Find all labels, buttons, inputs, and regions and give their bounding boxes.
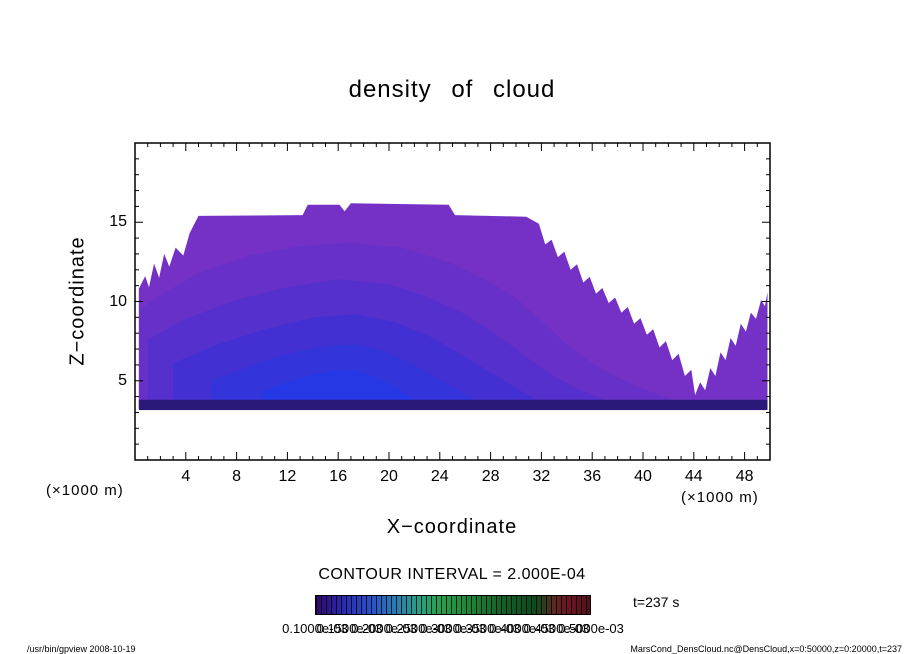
x-tick-label: 24	[430, 468, 449, 485]
colorbar-tick-label: 0.2500e-03	[385, 621, 452, 636]
z-tick-label: 5	[118, 371, 127, 389]
cloud-base-stripe	[138, 399, 768, 411]
colorbar-tick-label: 0.1500e-03	[316, 621, 383, 636]
z-tick-label: 15	[109, 213, 127, 231]
x-tick-label: 48	[735, 468, 754, 485]
x-tick-label: 8	[232, 468, 242, 485]
x-tick-label: 20	[380, 468, 398, 485]
contour-interval-text: CONTOUR INTERVAL = 2.000E-04	[318, 566, 586, 583]
footer-command-path: /usr/bin/gpview 2008-10-19	[27, 644, 136, 654]
colorbar	[315, 595, 591, 615]
contour-level-5	[262, 369, 419, 408]
x-tick-label: 36	[583, 468, 602, 485]
x-unit-right: (×1000 m)	[681, 489, 759, 506]
x-axis-label: X−coordinate	[386, 516, 518, 538]
colorbar-tick-label: 0.2000e-03	[351, 621, 417, 636]
y-axis-label: Z−coordinate	[66, 236, 89, 366]
x-tick-label: 44	[684, 468, 703, 485]
x-tick-label: 28	[481, 468, 500, 485]
colorbar-tick-label: 0.1000e-03	[282, 621, 348, 636]
colorbar-tick-label: 0.4000e-03	[489, 621, 555, 636]
colorbar-tick-label: 0.5000e-03	[558, 621, 624, 636]
colorbar-tick-label: 0.3000e-03	[420, 621, 486, 636]
time-annotation: t=237 s	[633, 594, 680, 610]
x-tick-label: 4	[181, 468, 191, 485]
colorbar-tick-label: 0.3500e-03	[454, 621, 521, 636]
colorbar-tick-label: 0.4500e-03	[523, 621, 590, 636]
z-tick-label: 10	[109, 292, 127, 310]
x-tick-label: 40	[634, 468, 652, 485]
footer-dataset-info: MarsCond_DensCloud.nc@DensCloud,x=0:5000…	[630, 644, 902, 654]
chart-title: density of cloud	[348, 76, 556, 103]
x-tick-label: 12	[278, 468, 297, 485]
x-tick-label: 16	[329, 468, 348, 485]
x-unit-left: (×1000 m)	[46, 482, 124, 499]
x-tick-label: 32	[532, 468, 551, 485]
tick-marks	[135, 143, 770, 460]
contour-fill-group	[138, 203, 768, 411]
